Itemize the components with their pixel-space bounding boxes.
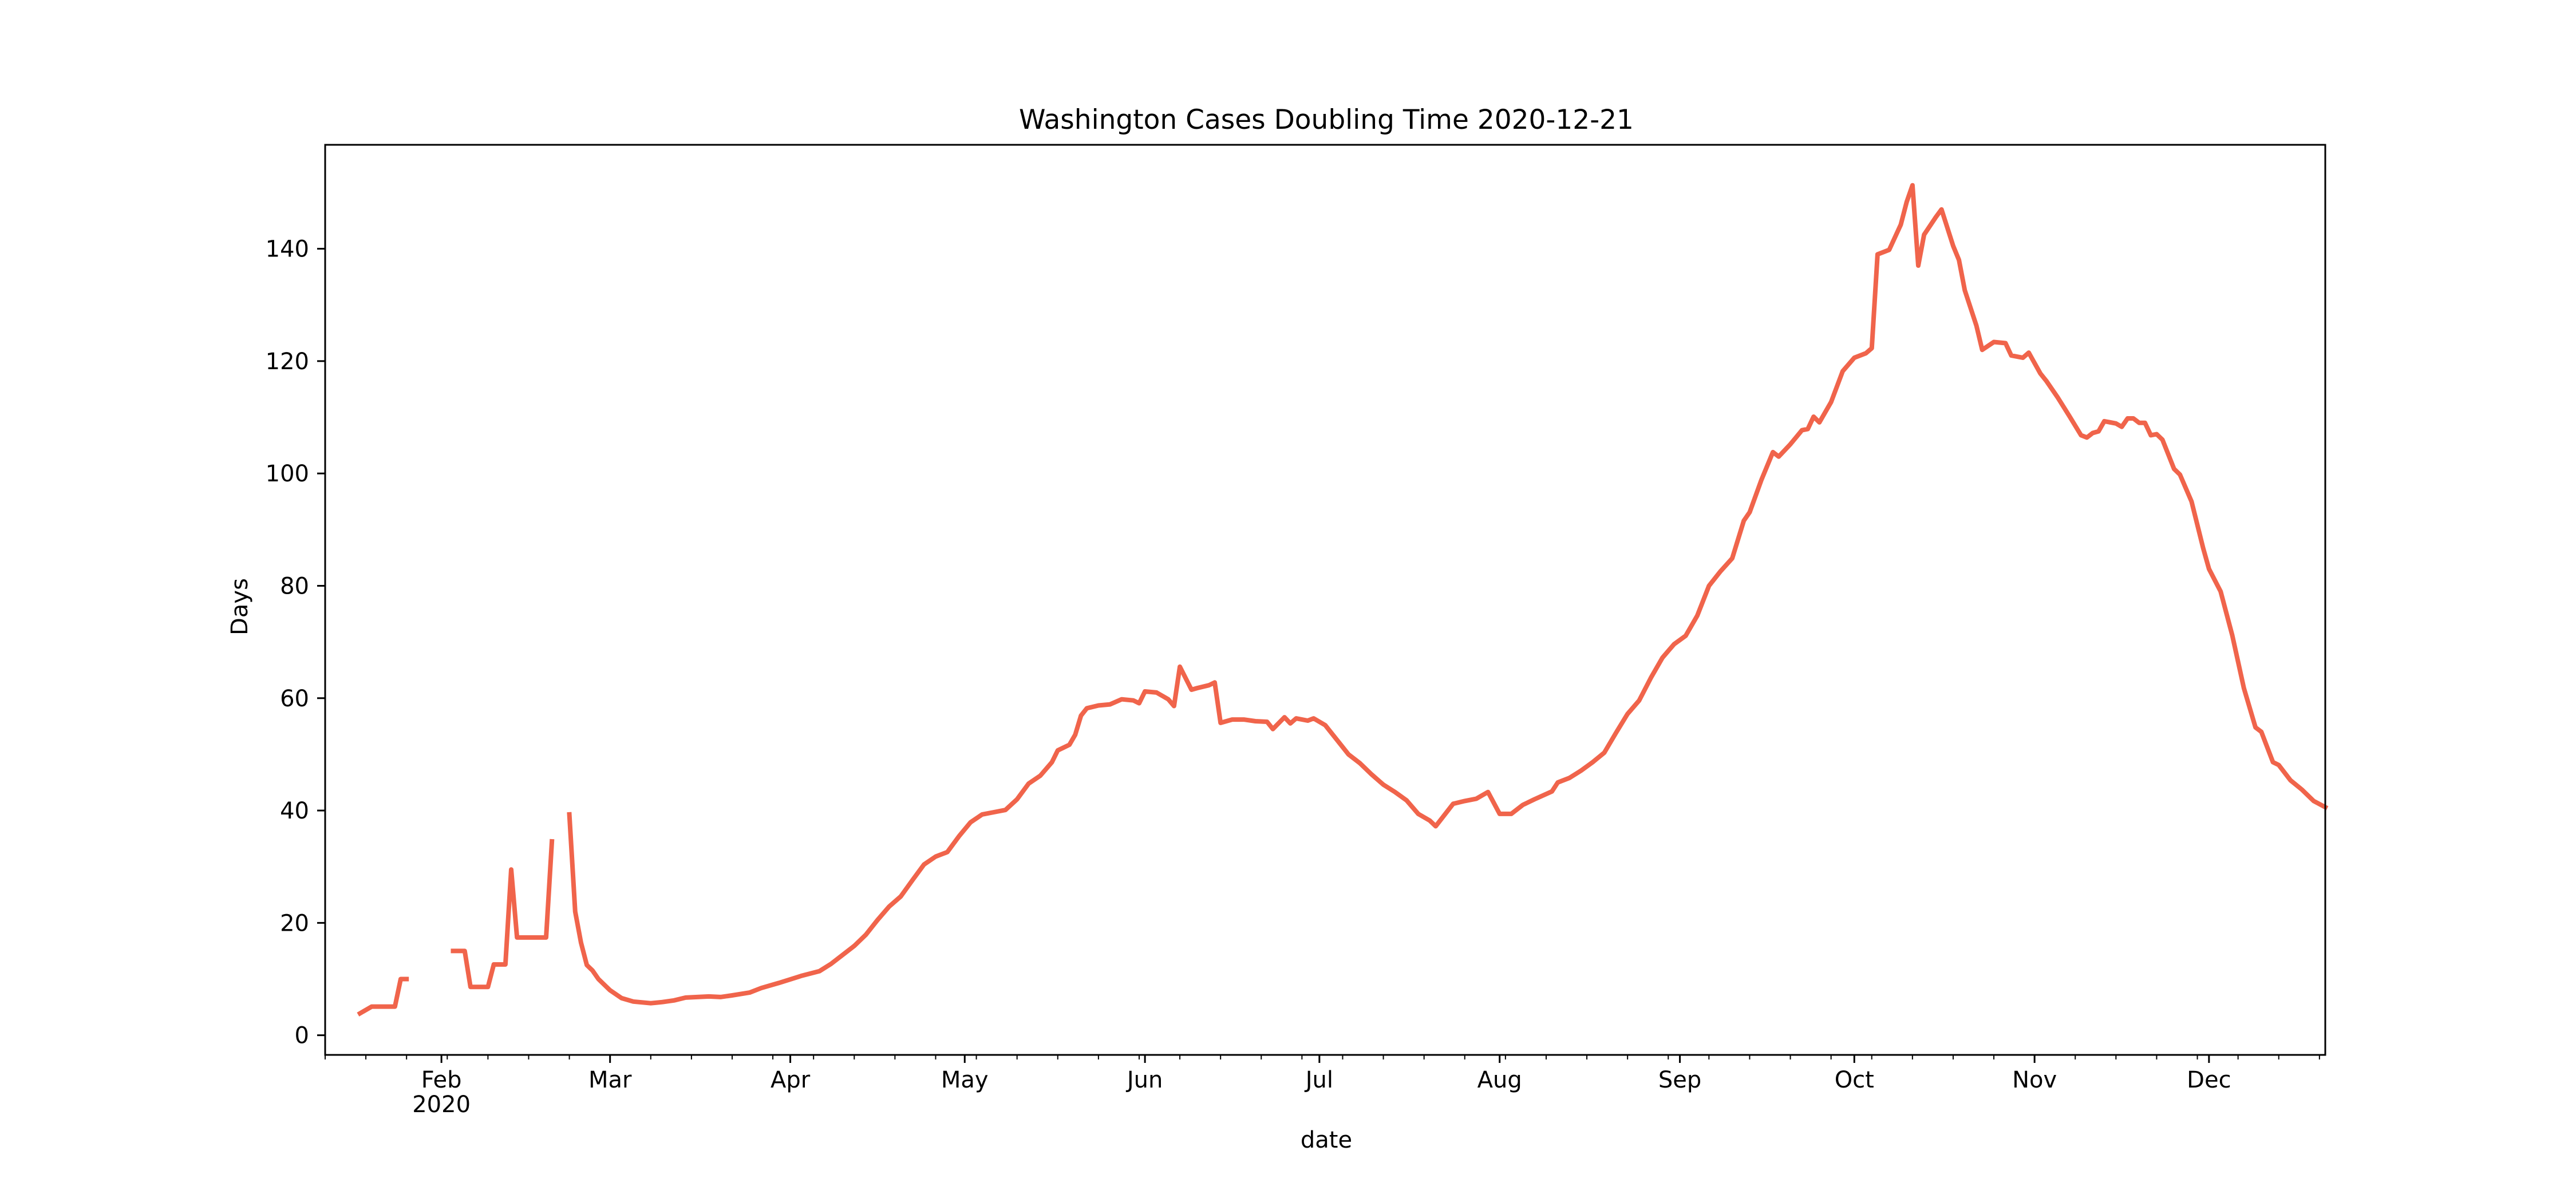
x-tick-label: Apr: [771, 1067, 811, 1093]
x-tick-label: Mar: [588, 1067, 632, 1093]
y-tick-label: 120: [266, 349, 309, 375]
x-tick-label: May: [941, 1067, 989, 1093]
x-tick-label: Oct: [1835, 1067, 1874, 1093]
x-tick-label: Sep: [1658, 1067, 1701, 1093]
x-tick-label: Feb: [421, 1067, 462, 1093]
x-tick-label: Jul: [1304, 1067, 1333, 1093]
plot-frame: [324, 144, 2326, 1056]
x-tick-year-label: 2020: [412, 1092, 471, 1118]
series-line-segment: [357, 976, 409, 1017]
y-tick-label: 20: [280, 910, 309, 936]
x-tick-label: Aug: [1477, 1067, 1522, 1093]
y-tick-label: 60: [280, 686, 309, 712]
x-tick-label: Jun: [1125, 1067, 1163, 1093]
x-tick-label: Nov: [2012, 1067, 2057, 1093]
chart-title: Washington Cases Doubling Time 2020-12-2…: [1019, 104, 1634, 136]
series-line-segment: [451, 839, 555, 990]
x-tick-label: Dec: [2187, 1067, 2231, 1093]
series-line-segment: [567, 183, 2329, 1006]
y-tick-label: 40: [280, 798, 309, 824]
y-axis-title: Days: [227, 578, 253, 635]
y-tick-label: 80: [280, 573, 309, 599]
plot-area: [357, 183, 2329, 1017]
y-tick-label: 100: [266, 461, 309, 487]
y-tick-label: 0: [295, 1023, 309, 1049]
y-tick-label: 140: [266, 236, 309, 263]
x-axis-title: date: [1301, 1127, 1352, 1153]
